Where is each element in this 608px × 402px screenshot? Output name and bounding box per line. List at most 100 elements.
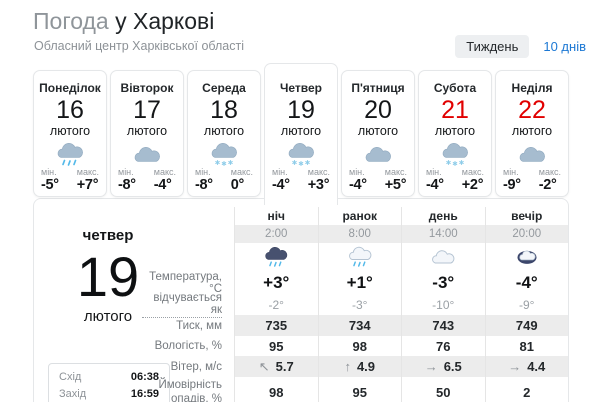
- precip-cell: 2: [484, 377, 569, 402]
- feels-cell: -9°: [484, 295, 569, 315]
- tab-day-name: Субота: [433, 81, 477, 95]
- max-label: макс.: [461, 167, 484, 177]
- pressure-cell: 735: [234, 315, 318, 336]
- pressure-cell: 749: [484, 315, 568, 336]
- row-label-pressure: Тиск, мм: [176, 319, 222, 332]
- precip-cell: 50: [401, 377, 485, 402]
- day-tabs: Понеділок 16 лютого мін. -5° макс. +7° Вів…: [33, 63, 569, 205]
- empty-cell: [142, 243, 234, 270]
- col-header-morning: ранок: [317, 207, 402, 225]
- wind-direction-arrow-icon: →: [508, 359, 522, 374]
- feels-cell: -3°: [317, 295, 402, 315]
- max-label: макс.: [230, 167, 253, 177]
- tab-month: лютого: [126, 124, 168, 138]
- sunset-time: 16:59: [130, 387, 159, 400]
- min-temp: -8°: [195, 177, 213, 193]
- col-header-day: день: [401, 207, 485, 225]
- sunrise-row: Схід 06:38: [59, 369, 159, 386]
- time-cell: 20:00: [484, 225, 568, 243]
- tab-month: лютого: [203, 124, 245, 138]
- day-tab-wednesday[interactable]: Середа 18 лютого мін. -8° макс. 0°: [187, 70, 261, 197]
- wind-speed: 5.7: [275, 359, 294, 374]
- cloud-rain-icon: [317, 243, 402, 270]
- tab-day-name: Неділя: [511, 81, 553, 95]
- day-tab-thursday-selected[interactable]: Четвер 19 лютого мін. -4° макс. +3°: [264, 63, 338, 205]
- sunset-row: Захід 16:59: [59, 386, 159, 402]
- day-tab-friday[interactable]: П'ятниця 20 лютого мін. -4° макс. +5°: [341, 70, 415, 197]
- min-label: мін.: [41, 167, 57, 177]
- wind-direction-arrow-icon: →: [424, 359, 438, 374]
- max-temp: -4°: [153, 177, 172, 193]
- tab-day-name: Четвер: [279, 81, 323, 95]
- min-temp: -9°: [503, 177, 521, 193]
- temp-cell: -4°: [484, 270, 569, 295]
- tab-date: 16: [56, 96, 84, 124]
- tab-day-name: П'ятниця: [351, 81, 405, 95]
- forecast-table: ніч ранок день вечір 2:00 8:00 14:00 20:…: [142, 207, 568, 402]
- selected-day-month: лютого: [83, 308, 133, 325]
- feels-like-tooltip-link[interactable]: відчувається як: [142, 292, 222, 318]
- tab-date: 18: [210, 96, 238, 124]
- cloud-icon: [111, 141, 183, 167]
- wind-speed: 4.4: [527, 359, 546, 374]
- cloud-snow-icon: [265, 141, 337, 167]
- min-label: мін.: [349, 167, 365, 177]
- max-temp: +7°: [76, 177, 99, 193]
- page-title: Погода у Харкові: [33, 8, 214, 35]
- min-label: мін.: [426, 167, 442, 177]
- day-tab-tuesday[interactable]: Вівторок 17 лютого мін. -8° макс. -4°: [110, 70, 184, 197]
- time-cell: 8:00: [317, 225, 401, 243]
- tab-minmax: мін. -8° макс. 0°: [188, 167, 260, 193]
- row-label-precipitation: Ймовірність опадів, %: [158, 378, 222, 402]
- pressure-cell: 743: [401, 315, 485, 336]
- temp-cell: -3°: [401, 270, 485, 295]
- max-label: макс.: [153, 167, 176, 177]
- wind-direction-arrow-icon: ↑: [344, 359, 351, 374]
- empty-cell: [142, 207, 234, 225]
- cloud-snow-icon: [419, 141, 491, 167]
- max-temp: -2°: [538, 177, 557, 193]
- wind-speed: 4.9: [356, 359, 376, 374]
- max-label: макс.: [76, 167, 99, 177]
- title-light: Погода: [33, 8, 109, 34]
- humidity-cell: 98: [317, 336, 402, 356]
- humidity-cell: 95: [234, 336, 318, 356]
- tab-day-name: Середа: [202, 81, 246, 95]
- min-label: мін.: [272, 167, 288, 177]
- tab-minmax: мін. -8° макс. -4°: [111, 167, 183, 193]
- max-label: макс.: [307, 167, 330, 177]
- tab-day-name: Понеділок: [39, 81, 101, 95]
- feels-cell: -10°: [401, 295, 485, 315]
- tab-date: 17: [133, 96, 161, 124]
- night-rain-icon: [234, 243, 318, 270]
- day-tab-sunday[interactable]: Неділя 22 лютого мін. -9° макс. -2°: [495, 70, 569, 197]
- view-toggle: Тиждень 10 днів: [455, 35, 586, 58]
- col-header-evening: вечір: [484, 207, 569, 225]
- tab-month: лютого: [280, 124, 322, 138]
- wind-direction-arrow-icon: ↖: [258, 358, 270, 374]
- day-tab-saturday[interactable]: Субота 21 лютого мін. -4° макс. +2°: [418, 70, 492, 197]
- tab-minmax: мін. -9° макс. -2°: [496, 167, 568, 193]
- tab-date: 22: [518, 96, 546, 124]
- precip-cell: 95: [317, 377, 402, 402]
- selected-day-name: четвер: [82, 227, 134, 244]
- wind-speed: 6.5: [443, 359, 462, 374]
- tab-minmax: мін. -5° макс. +7°: [34, 167, 106, 193]
- min-label: мін.: [118, 167, 134, 177]
- day-tab-monday[interactable]: Понеділок 16 лютого мін. -5° макс. +7°: [33, 70, 107, 197]
- view-10days-link[interactable]: 10 днів: [543, 39, 586, 54]
- selected-day-number: 19: [76, 245, 140, 308]
- cloud-snow-icon: [188, 141, 260, 167]
- cloud-rain-icon: [34, 141, 106, 167]
- wind-cell: ↖ 5.7: [234, 356, 318, 377]
- col-header-night: ніч: [234, 207, 318, 225]
- min-temp: -4°: [426, 177, 444, 193]
- precip-cell: 98: [234, 377, 318, 402]
- max-temp: +5°: [384, 177, 407, 193]
- empty-cell: [142, 225, 234, 243]
- view-week-button[interactable]: Тиждень: [455, 35, 530, 58]
- min-temp: -5°: [41, 177, 59, 193]
- cloud-icon: [496, 141, 568, 167]
- tab-month: лютого: [49, 124, 91, 138]
